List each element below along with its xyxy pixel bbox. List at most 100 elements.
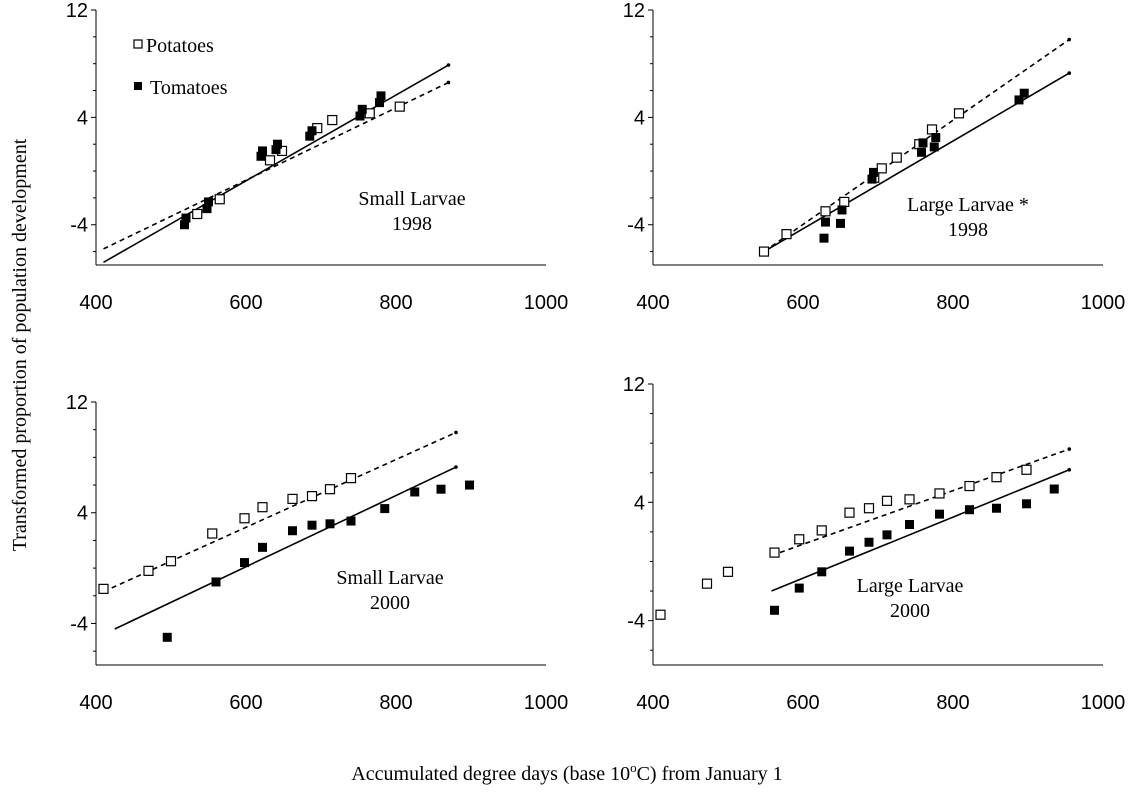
data-point-potatoes <box>863 503 875 514</box>
legend-marker-tomatoes <box>134 82 142 90</box>
data-point-tomatoes <box>929 142 939 152</box>
panel-annotation: 1998 <box>948 219 988 241</box>
x-tick-label: 600 <box>229 692 262 714</box>
data-point-potatoes <box>844 507 855 518</box>
data-point-potatoes <box>345 473 357 484</box>
data-point-potatoes <box>891 152 902 163</box>
data-point-potatoes <box>1021 464 1032 475</box>
data-point-potatoes <box>876 163 887 174</box>
panel-bottom-left: 12 4 -4 400 600 800 1000 Small Larvae 2000 <box>66 392 569 714</box>
data-point-tomatoes <box>202 204 212 214</box>
data-point-potatoes <box>926 124 938 135</box>
panel-annotation: Small Larvae <box>358 188 465 210</box>
data-point-tomatoes <box>436 484 446 494</box>
data-point-potatoes <box>701 578 713 589</box>
data-point-tomatoes <box>410 487 420 497</box>
y-tick-label: -4 <box>70 613 88 635</box>
data-point-tomatoes <box>258 146 267 156</box>
data-point-potatoes <box>327 114 338 126</box>
data-point-potatoes <box>816 525 827 536</box>
data-point-tomatoes <box>307 520 317 530</box>
fit-line-tomatoes <box>114 466 457 630</box>
y-tick-label: 12 <box>623 0 645 22</box>
data-point-tomatoes <box>288 526 297 536</box>
fit-line-end-marker <box>454 465 458 469</box>
fit-line-potatoes <box>103 431 457 593</box>
x-axis-label: Accumulated degree days (base 10oC) from… <box>351 760 782 785</box>
panels: 12 4 -4 400 600 800 1000 Small Larvae 1998 12 4 -4 4… <box>66 0 1126 714</box>
fit-line-potatoes <box>103 81 449 250</box>
y-tick-label: 4 <box>77 107 88 129</box>
fit-line-end-marker <box>1067 37 1072 42</box>
data-point-tomatoes <box>180 220 189 230</box>
x-tick-label: 1000 <box>524 692 569 714</box>
data-point-tomatoes <box>817 567 827 577</box>
x-tick-label: 1000 <box>524 292 569 314</box>
fit-line-end-marker <box>1067 447 1072 451</box>
panel-annotation: 2000 <box>890 600 930 622</box>
data-point-tomatoes <box>867 174 877 184</box>
data-point-tomatoes <box>935 509 944 519</box>
data-point-potatoes <box>207 528 218 539</box>
data-point-tomatoes <box>273 139 282 149</box>
data-point-potatoes <box>98 583 109 594</box>
data-point-tomatoes <box>271 145 281 155</box>
panel-annotation: Large Larvae <box>857 575 964 597</box>
y-tick-label: 4 <box>634 492 645 514</box>
data-point-tomatoes <box>882 530 892 540</box>
data-point-tomatoes <box>375 98 384 108</box>
panel-bottom-right: 12 4 -4 400 600 800 1000 Large Larvae 2000 <box>623 374 1126 714</box>
data-point-tomatoes <box>256 151 266 161</box>
x-tick-label: 400 <box>636 292 669 314</box>
data-point-tomatoes <box>918 138 928 148</box>
data-point-potatoes <box>324 484 336 495</box>
data-point-potatoes <box>991 472 1002 483</box>
data-point-potatoes <box>953 108 965 119</box>
data-point-tomatoes <box>992 503 1001 513</box>
data-point-potatoes <box>287 493 298 504</box>
data-point-tomatoes <box>917 147 926 157</box>
fit-line-end-marker <box>446 63 451 67</box>
y-tick-label: -4 <box>627 215 645 237</box>
y-tick-label: -4 <box>70 215 88 237</box>
data-point-tomatoes <box>905 520 914 529</box>
data-point-tomatoes <box>1014 95 1024 105</box>
data-point-tomatoes <box>305 131 315 141</box>
fit-line-end-marker <box>1067 71 1072 75</box>
legend: Potatoes Tomatoes <box>133 35 228 99</box>
x-axis-label-prefix: Accumulated degree days (base 10 <box>351 763 630 785</box>
data-point-tomatoes <box>845 546 854 556</box>
x-tick-label: 400 <box>636 692 669 714</box>
data-point-potatoes <box>214 194 225 205</box>
y-tick-label: 4 <box>77 503 88 525</box>
x-tick-label: 800 <box>936 292 969 314</box>
data-point-potatoes <box>769 547 780 558</box>
y-tick-label: 12 <box>623 374 645 396</box>
data-point-tomatoes <box>1019 88 1029 98</box>
panel-top-right: 12 4 -4 400 600 800 1000 Large Larvae * 1998 <box>623 0 1126 314</box>
data-point-tomatoes <box>465 480 474 490</box>
y-axis-label: Transformed proportion of population dev… <box>9 138 31 551</box>
data-point-potatoes <box>934 488 945 499</box>
data-point-potatoes <box>839 196 850 208</box>
data-point-tomatoes <box>1049 484 1059 494</box>
data-point-potatoes <box>794 534 805 545</box>
data-point-potatoes <box>264 155 276 166</box>
fit-line-end-marker <box>1067 467 1072 472</box>
x-axis-label-suffix: C) from January 1 <box>637 763 783 785</box>
x-tick-label: 400 <box>79 692 112 714</box>
y-tick-label: 12 <box>66 392 88 414</box>
data-point-potatoes <box>306 491 318 502</box>
legend-marker-potatoes <box>133 39 143 49</box>
data-point-tomatoes <box>355 111 365 121</box>
data-point-potatoes <box>394 101 405 112</box>
data-point-potatoes <box>964 480 975 492</box>
x-axis-label-sup: o <box>630 760 637 775</box>
data-point-tomatoes <box>965 505 974 515</box>
fit-line-potatoes <box>771 448 1070 557</box>
panel-top-left: 12 4 -4 400 600 800 1000 Small Larvae 1998 <box>66 0 569 314</box>
x-tick-label: 800 <box>379 292 412 314</box>
y-tick-label: -4 <box>627 611 645 633</box>
data-point-tomatoes <box>869 167 878 177</box>
